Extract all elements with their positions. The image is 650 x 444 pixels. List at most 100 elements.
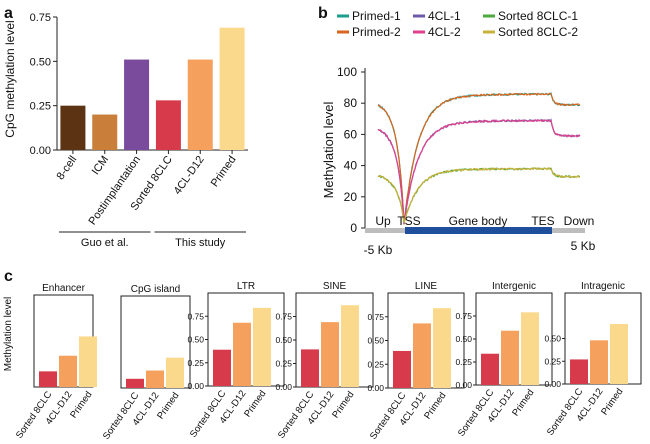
panel-b-y-tick-label: 60 <box>344 127 358 141</box>
panel-b-legend-label: Primed-2 <box>352 25 401 39</box>
panel-c-y-tick-label: 0.25 <box>367 359 384 369</box>
panel-c-subplot-title: Intragenic <box>581 281 625 292</box>
panel-b-series-line <box>377 92 581 225</box>
panel-c-category-label: Primed <box>242 388 268 419</box>
panel-b-legend-label: Sorted 8CLC-2 <box>498 25 578 39</box>
panel-b-series-line <box>377 118 581 224</box>
panel-a-y-tick-label: 0.75 <box>30 12 51 24</box>
panel-a-y-axis-label: CpG methylation level <box>3 20 17 137</box>
panel-b-region-label: Up <box>375 214 391 228</box>
panel-b-legend-item: Sorted 8CLC-2 <box>483 25 578 39</box>
panel-b-region-label: Gene body <box>449 214 508 228</box>
panel-a-bar <box>219 27 245 150</box>
panel-c-subplot-title: Intergenic <box>492 281 536 292</box>
panel-a-group-label: This study <box>175 237 226 249</box>
panel-c-y-tick-label: 0.00 <box>544 379 561 389</box>
panel-c-bar <box>570 359 588 384</box>
panel-b-legend-label: 4CL-1 <box>428 9 461 23</box>
panel-c-y-tick-label: 0.50 <box>455 334 472 344</box>
panel-c-y-tick-label: 0.75 <box>455 311 472 321</box>
panel-a-category-label: 4CL-D12 <box>172 154 207 197</box>
panel-c-bar <box>481 353 499 385</box>
panel-b-legend-item: 4CL-1 <box>413 9 461 23</box>
panel-c-y-tick-label: 0.00 <box>367 383 384 393</box>
panel-c-category-label: Primed <box>510 387 536 418</box>
panel-c-category-label: Primed <box>599 386 625 417</box>
panel-c-bar <box>79 336 97 387</box>
panel-b-y-tick-label: 0 <box>350 221 357 235</box>
panel-c-category-label: Primed <box>68 389 94 420</box>
panel-a-bar <box>124 59 150 151</box>
panel-b-legend-item: Primed-1 <box>337 9 401 23</box>
panel-c-bar <box>393 350 411 388</box>
panel-c-y-tick-label: 0.50 <box>187 335 204 345</box>
panel-c-bar <box>59 355 77 387</box>
panel-b-line-chart: Primed-1 Primed-2 4CL-1 4CL-2 Sorted 8CLC-1 S… <box>321 9 596 257</box>
panel-c-y-tick-label: 0.75 <box>367 312 384 322</box>
panel-b-legend-item: Primed-2 <box>337 25 401 39</box>
panel-b-series-line <box>377 92 581 225</box>
panel-c-y-tick-label: 0.50 <box>367 336 384 346</box>
panel-a-category-label: 8-cell <box>54 154 79 182</box>
panel-a-y-tick-label: 0.00 <box>30 145 51 157</box>
panel-c-bar <box>166 357 184 388</box>
panel-b-y-tick-label: 40 <box>344 159 358 173</box>
panel-c-subplot-title: LINE <box>415 281 438 292</box>
panel-b-gene-body-bar <box>405 227 552 234</box>
panel-label-c: c <box>4 268 13 285</box>
panel-a-bar <box>60 105 86 150</box>
panel-b-region-label: Down <box>564 214 595 228</box>
panel-b-legend-item: Sorted 8CLC-1 <box>483 9 578 23</box>
panel-label-b: b <box>318 5 328 22</box>
panel-c-y-tick-label: 0.25 <box>187 358 204 368</box>
panel-c-bar <box>301 349 319 387</box>
panel-c-category-label: Primed <box>422 390 448 421</box>
panel-c-bar <box>213 349 231 386</box>
panel-c-subplot-title: Enhancer <box>42 283 85 294</box>
panel-c-bar <box>521 312 539 385</box>
panel-c-bar <box>233 322 251 386</box>
panel-b-legend-item: 4CL-2 <box>413 25 461 39</box>
panel-c-bar <box>610 323 628 384</box>
panel-c-category-label: Primed <box>330 389 356 420</box>
panel-c-bar <box>39 371 57 387</box>
panel-a-y-tick-label: 0.50 <box>30 56 51 68</box>
panel-c-y-tick-label: 0.00 <box>187 381 204 391</box>
panel-c-subplot-title: SINE <box>323 281 347 292</box>
panel-c-y-tick-label: 0.25 <box>275 359 292 369</box>
panel-label-a: a <box>4 5 13 22</box>
panel-c-y-tick-label: 0.50 <box>275 335 292 345</box>
panel-c-bar <box>146 370 164 388</box>
panel-c-category-label: Primed <box>155 390 181 421</box>
panel-a-group-label: Guo et al. <box>81 237 129 249</box>
panel-c-subplot-title: CpG island <box>131 284 180 295</box>
panel-c-bar <box>413 323 431 388</box>
panel-b-y-axis-label: Methylation level <box>321 101 336 198</box>
panel-a-y-tick-label: 0.25 <box>30 101 51 113</box>
panel-c-y-axis-label: Methylation level <box>3 297 14 371</box>
panel-a-bar-chart: CpG methylation level 0.00 0.25 0.50 0.75 8… <box>3 12 248 249</box>
panel-a-bar <box>92 114 118 150</box>
panel-b-x-end-label: 5 Kb <box>571 239 596 253</box>
panel-c-bar <box>321 322 339 387</box>
panel-c-y-tick-label: 0.00 <box>275 382 292 392</box>
panel-c-y-tick-label: 0.00 <box>455 380 472 390</box>
panel-c-bar <box>253 307 271 386</box>
panel-a-bar <box>155 100 181 150</box>
panel-c-y-tick-label: 0.25 <box>544 356 561 366</box>
panel-c-bar <box>590 340 608 384</box>
panel-b-region-label: TES <box>531 214 554 228</box>
panel-b-legend-label: Sorted 8CLC-1 <box>498 9 578 23</box>
panel-c-bar <box>501 330 519 385</box>
panel-b-region-label: TSS <box>397 214 420 228</box>
panel-b-series-line <box>377 167 581 224</box>
panel-c-bar <box>433 308 451 388</box>
panel-a-category-label: Primed <box>209 154 239 189</box>
